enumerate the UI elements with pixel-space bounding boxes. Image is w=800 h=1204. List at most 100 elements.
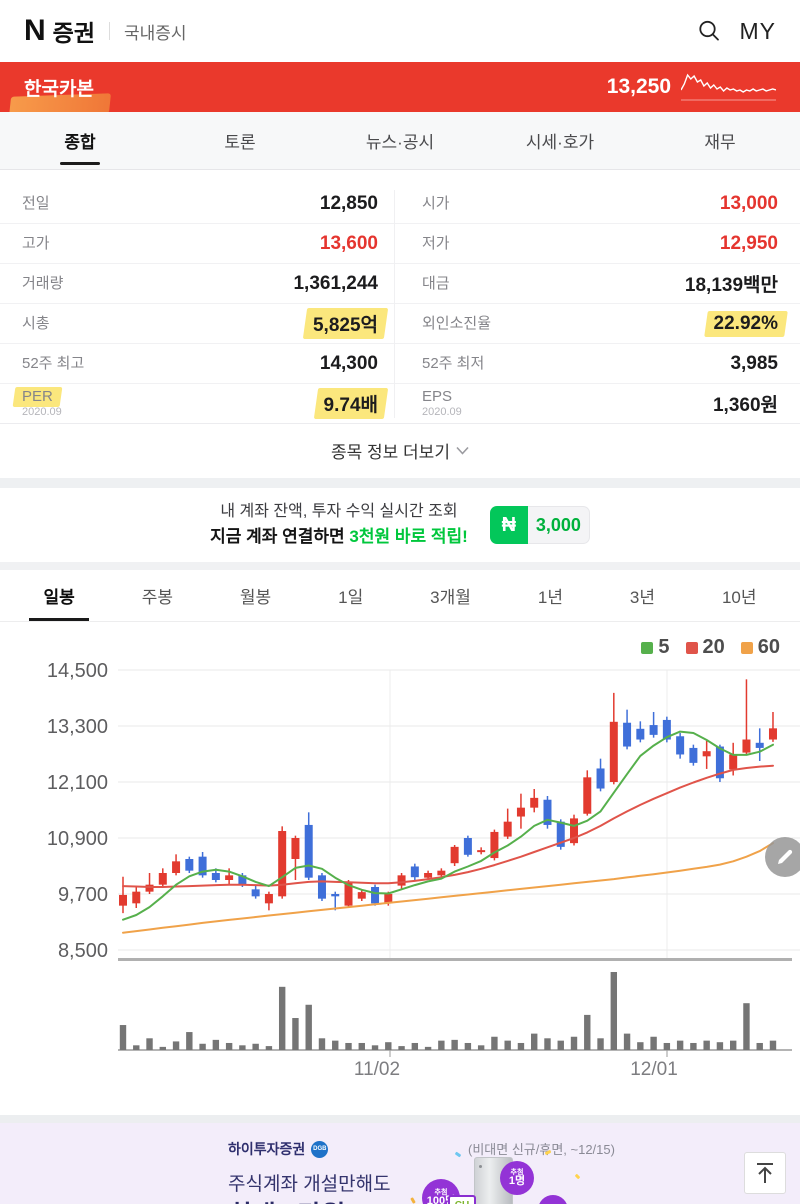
volume-bar: [663, 1042, 671, 1050]
candle: [410, 866, 419, 878]
info-value: 18,139백만: [684, 275, 778, 296]
brand-name[interactable]: 증권: [52, 20, 95, 46]
legend-swatch: [685, 641, 698, 654]
dgb-logo-icon: DGB: [311, 1140, 329, 1158]
confetti: [410, 1197, 416, 1204]
ma5-line: [122, 730, 774, 921]
tab-0[interactable]: 종합: [0, 112, 160, 169]
volume-bar: [769, 1040, 777, 1050]
ma60-line: [122, 842, 774, 934]
info-value: 12,850: [319, 192, 378, 214]
legend-swatch: [641, 641, 654, 654]
info-label: EPS: [422, 387, 453, 405]
chart-period-tab-2[interactable]: 월봉: [239, 588, 272, 607]
candle: [689, 747, 698, 763]
legend-item-ma60: 60: [740, 636, 780, 659]
draw-chart-button[interactable]: [765, 837, 800, 877]
volume-bar: [239, 1045, 246, 1050]
volume-bar: [133, 1045, 140, 1050]
info-row: 고가 13,600 저가 12,950: [0, 224, 800, 264]
tab-2[interactable]: 뉴스·공시: [365, 133, 435, 152]
candle: [729, 754, 738, 770]
candle: [702, 751, 711, 757]
candle: [676, 736, 685, 755]
volume-bar: [570, 1036, 578, 1050]
candle: [251, 889, 260, 897]
candle: [516, 807, 525, 817]
candle: [132, 891, 141, 904]
volume-bar: [424, 1046, 432, 1050]
chart-period-tab-3[interactable]: 1일: [338, 588, 364, 607]
my-menu[interactable]: MY: [739, 17, 776, 44]
tab-1[interactable]: 토론: [224, 133, 256, 152]
volume-bar: [597, 1038, 604, 1050]
volume-bar: [252, 1043, 259, 1050]
ad-banner[interactable]: 하이투자증권 DGB (비대면 신규/휴면, ~12/15) 주식계좌 개설만해…: [0, 1123, 800, 1204]
volume-bar: [743, 1003, 750, 1050]
chart-period-tab-6[interactable]: 3년: [629, 588, 656, 607]
search-icon[interactable]: [696, 18, 722, 44]
more-info-button[interactable]: 종목 정보 더보기: [325, 437, 475, 464]
candle: [755, 742, 764, 748]
volume-bar: [411, 1042, 419, 1050]
stock-name: 한국카본: [24, 78, 94, 100]
candlestick-chart[interactable]: 14,500 13,300 12,100 10,900 9,700 8,500 11/02 1…: [0, 622, 800, 1095]
candle: [490, 831, 499, 859]
info-cell: 대금 18,139백만: [400, 264, 800, 304]
info-label: 거래량: [22, 274, 64, 292]
breadcrumb-section[interactable]: 국내증시: [124, 23, 187, 43]
tab-4[interactable]: 재무: [704, 133, 736, 152]
info-label-period: 2020.09: [422, 405, 462, 418]
volume-bar: [438, 1040, 445, 1050]
volume-bar: [650, 1036, 657, 1050]
chart-period-tab-1[interactable]: 주봉: [141, 588, 173, 607]
info-cell: 고가 13,600: [0, 224, 400, 264]
volume-bar: [676, 1040, 684, 1050]
chart-period-tab-7[interactable]: 10년: [721, 588, 757, 607]
ma20-line: [122, 764, 774, 888]
volume-bar: [451, 1039, 458, 1050]
candle: [503, 821, 512, 837]
candle: [543, 799, 552, 825]
chart-period-tab-4[interactable]: 3개월: [430, 588, 471, 607]
info-label: 52주 최저: [422, 354, 485, 372]
confetti: [454, 1151, 462, 1158]
volume-bar: [557, 1040, 564, 1050]
volume-bar: [690, 1042, 697, 1050]
info-value: 1,361,244: [293, 272, 378, 294]
promo-line1: 내 계좌 잔액, 투자 수익 실시간 조회: [220, 503, 458, 521]
volume-bar: [345, 1042, 352, 1050]
cu-logo: CU: [448, 1195, 476, 1204]
info-row: 전일 12,850 시가 13,000: [0, 184, 800, 224]
volume-bar: [159, 1046, 166, 1050]
ma-legend: 5 20 60: [641, 636, 780, 659]
candle: [662, 719, 671, 740]
ad-brand-name: 하이투자증권: [228, 1141, 306, 1157]
legend-swatch: [740, 641, 753, 654]
volume-bar: [398, 1046, 405, 1050]
npay-points-badge[interactable]: ₦ 3,000: [489, 506, 590, 544]
account-promo-banner[interactable]: 내 계좌 잔액, 투자 수익 실시간 조회 지금 계좌 연결하면 3천원 바로 …: [0, 488, 800, 562]
info-value: 14,300: [319, 352, 378, 374]
volume-bar: [371, 1045, 379, 1050]
info-label: 52주 최고: [22, 354, 85, 372]
volume-bar: [385, 1042, 392, 1050]
info-label: 고가: [22, 234, 50, 252]
chart-period-tab-5[interactable]: 1년: [537, 588, 563, 607]
volume-bar: [358, 1042, 365, 1050]
scroll-to-top-button[interactable]: [744, 1152, 786, 1194]
price-sparkline: [681, 73, 776, 101]
naver-logo[interactable]: N: [24, 14, 46, 47]
promo-reward-text: 3천원 바로 적립!: [349, 527, 468, 547]
chart-period-tab-0[interactable]: 일봉: [29, 570, 90, 621]
candle: [556, 821, 565, 847]
tab-3[interactable]: 시세·호가: [525, 133, 595, 152]
candle: [357, 892, 366, 899]
volume-bar: [199, 1043, 206, 1050]
candle: [264, 894, 273, 904]
candle: [344, 882, 353, 906]
info-cell: 저가 12,950: [400, 224, 800, 264]
ad-headline-1: 주식계좌 개설만해도: [228, 1174, 391, 1195]
volume-bar: [610, 972, 618, 1050]
info-label: 저가: [422, 234, 450, 252]
